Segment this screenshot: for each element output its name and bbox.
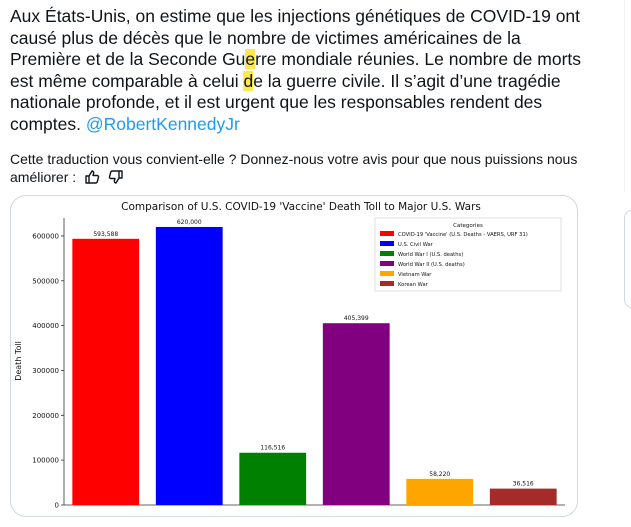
side-panel-edge bbox=[624, 210, 631, 308]
chart-legend: Categories COVID-19 'Vaccine' (U.S. Deat… bbox=[374, 217, 562, 292]
y-tick-label: 500000 bbox=[32, 277, 59, 285]
bar-4 bbox=[406, 478, 474, 505]
highlight-mark: e bbox=[245, 49, 256, 70]
legend-entry: COVID-19 'Vaccine' (U.S. Deaths - VAERS,… bbox=[398, 232, 528, 238]
bar-value-label: 36,516 bbox=[513, 481, 534, 488]
legend-swatch bbox=[380, 241, 394, 246]
tweet-media-chart[interactable]: Comparison of U.S. COVID-19 'Vaccine' De… bbox=[10, 195, 578, 517]
legend-swatch bbox=[380, 231, 394, 236]
legend-entry: World War I (U.S. deaths) bbox=[398, 252, 463, 258]
legend-swatch bbox=[380, 251, 394, 256]
bar-value-label: 593,588 bbox=[93, 231, 118, 238]
legend-title: Categories bbox=[453, 223, 483, 229]
y-tick-label: 0 bbox=[55, 502, 59, 510]
translation-feedback: Cette traduction vous convient-elle ? Do… bbox=[10, 150, 580, 186]
y-tick-label: 600000 bbox=[32, 232, 59, 240]
legend-entry: World War II (U.S. deaths) bbox=[398, 262, 465, 268]
y-tick-label: 200000 bbox=[32, 412, 59, 420]
bar-value-label: 58,220 bbox=[429, 471, 450, 478]
legend-swatch bbox=[380, 281, 394, 286]
bar-value-label: 620,000 bbox=[177, 219, 202, 226]
mention-link[interactable]: @RobertKennedyJr bbox=[85, 113, 240, 134]
thumbs-down-icon[interactable] bbox=[108, 169, 124, 185]
legend-swatch bbox=[380, 261, 394, 266]
highlight-mark: d bbox=[243, 70, 254, 91]
y-ticks: 0 100000 200000 300000 400000 500000 600000 bbox=[32, 232, 64, 510]
bar-1 bbox=[155, 226, 223, 505]
legend-box bbox=[374, 217, 562, 292]
legend-entry: U.S. Civil War bbox=[398, 242, 434, 248]
tweet-text-part: e la guerre civile. Il s’agit d’une trag… bbox=[10, 70, 561, 134]
tweet-text-part: rre mondiale réunies. Le nombre de morts… bbox=[10, 49, 582, 91]
translation-feedback-prompt: Cette traduction vous convient-elle ? Do… bbox=[10, 151, 578, 185]
bars: 593,588 620,000 116,516 405,399 58,220 36,516 bbox=[72, 219, 557, 506]
bar-value-label: 116,516 bbox=[260, 445, 285, 452]
legend-swatch bbox=[380, 271, 394, 276]
legend-entry: Vietnam War bbox=[398, 272, 432, 278]
thumbs-up-icon[interactable] bbox=[84, 169, 100, 185]
chart-title: Comparison of U.S. COVID-19 'Vaccine' De… bbox=[121, 201, 481, 213]
bar-5 bbox=[489, 488, 557, 505]
bar-3 bbox=[322, 323, 390, 505]
tweet-text-part: Aux États-Unis, on estime que les inject… bbox=[10, 6, 581, 70]
bar-chart: Comparison of U.S. COVID-19 'Vaccine' De… bbox=[14, 201, 565, 510]
bar-2 bbox=[239, 452, 307, 505]
legend-entry: Korean War bbox=[398, 282, 429, 288]
tweet-text: Aux États-Unis, on estime que les inject… bbox=[10, 6, 590, 136]
bar-0 bbox=[72, 238, 140, 506]
y-tick-label: 100000 bbox=[32, 457, 59, 465]
bar-value-label: 405,399 bbox=[344, 315, 369, 322]
legend-items: COVID-19 'Vaccine' (U.S. Deaths - VAERS,… bbox=[380, 231, 528, 288]
y-tick-label: 400000 bbox=[32, 322, 59, 330]
column-divider bbox=[624, 0, 625, 192]
y-axis-label: Death Toll bbox=[14, 341, 23, 381]
y-tick-label: 300000 bbox=[32, 367, 59, 375]
